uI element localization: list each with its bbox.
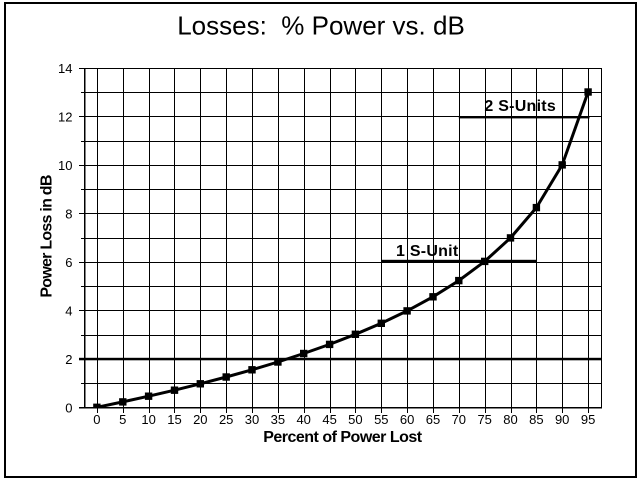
svg-text:70: 70 bbox=[452, 412, 466, 427]
svg-text:4: 4 bbox=[65, 304, 72, 319]
svg-text:6: 6 bbox=[65, 255, 72, 270]
svg-text:55: 55 bbox=[374, 412, 388, 427]
svg-text:45: 45 bbox=[322, 412, 336, 427]
svg-text:14: 14 bbox=[58, 61, 72, 76]
svg-text:12: 12 bbox=[58, 110, 72, 125]
svg-text:80: 80 bbox=[503, 412, 517, 427]
svg-text:25: 25 bbox=[219, 412, 233, 427]
svg-text:65: 65 bbox=[426, 412, 440, 427]
svg-text:20: 20 bbox=[193, 412, 207, 427]
svg-text:5: 5 bbox=[119, 412, 126, 427]
svg-text:2: 2 bbox=[65, 352, 72, 367]
svg-text:2 S-Units: 2 S-Units bbox=[484, 98, 556, 115]
svg-text:8: 8 bbox=[65, 207, 72, 222]
svg-text:60: 60 bbox=[400, 412, 414, 427]
svg-text:85: 85 bbox=[529, 412, 543, 427]
svg-text:75: 75 bbox=[477, 412, 491, 427]
svg-text:15: 15 bbox=[167, 412, 181, 427]
svg-text:Percent of Power Lost: Percent of Power Lost bbox=[263, 429, 423, 446]
svg-text:35: 35 bbox=[271, 412, 285, 427]
svg-text:Power Loss in dB: Power Loss in dB bbox=[39, 175, 56, 297]
svg-text:0: 0 bbox=[93, 412, 100, 427]
svg-text:90: 90 bbox=[555, 412, 569, 427]
svg-text:0: 0 bbox=[65, 401, 72, 416]
svg-text:10: 10 bbox=[58, 158, 72, 173]
svg-text:1 S-Unit: 1 S-Unit bbox=[396, 243, 459, 260]
svg-text:30: 30 bbox=[245, 412, 259, 427]
svg-text:50: 50 bbox=[348, 412, 362, 427]
svg-text:Losses: % Power vs. dB: Losses: % Power vs. dB bbox=[177, 11, 465, 41]
svg-text:40: 40 bbox=[296, 412, 310, 427]
svg-text:10: 10 bbox=[141, 412, 155, 427]
svg-text:95: 95 bbox=[581, 412, 595, 427]
